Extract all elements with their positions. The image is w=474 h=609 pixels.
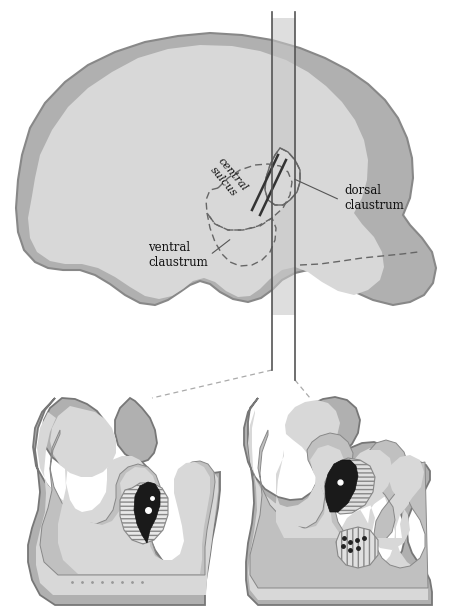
Polygon shape — [28, 45, 384, 299]
Polygon shape — [42, 398, 108, 469]
Polygon shape — [36, 412, 218, 595]
Text: ventral
claustrum: ventral claustrum — [148, 241, 208, 269]
Polygon shape — [134, 482, 160, 543]
Polygon shape — [207, 213, 276, 266]
Polygon shape — [50, 406, 116, 477]
Polygon shape — [206, 164, 292, 230]
Polygon shape — [325, 458, 375, 514]
Polygon shape — [272, 18, 295, 315]
Polygon shape — [58, 440, 210, 574]
Polygon shape — [250, 430, 428, 588]
Polygon shape — [120, 483, 168, 544]
Polygon shape — [276, 445, 424, 550]
Text: central
sulcus: central sulcus — [207, 156, 249, 200]
Polygon shape — [244, 397, 432, 605]
Polygon shape — [265, 148, 300, 205]
Polygon shape — [336, 527, 378, 568]
Polygon shape — [325, 460, 358, 512]
Polygon shape — [115, 398, 157, 462]
Polygon shape — [248, 400, 428, 600]
Text: dorsal
claustrum: dorsal claustrum — [344, 184, 404, 212]
Polygon shape — [16, 33, 436, 305]
Polygon shape — [28, 398, 220, 605]
Polygon shape — [40, 430, 215, 575]
